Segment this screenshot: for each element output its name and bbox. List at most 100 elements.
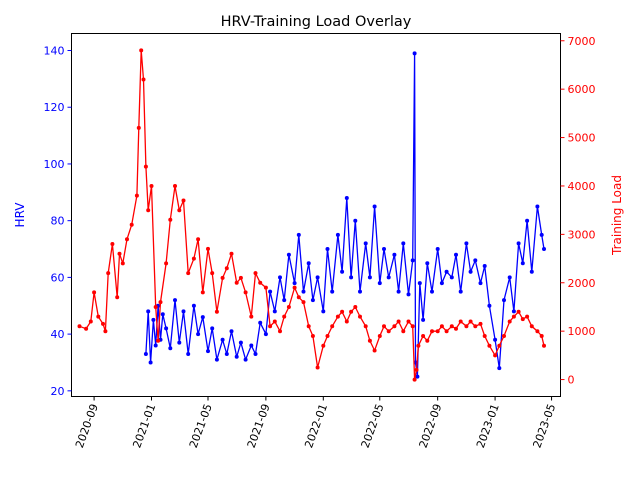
data-point — [340, 309, 345, 314]
y-axis-right: 0 1000 2000 3000 4000 5000 6000 7000 — [560, 35, 596, 387]
data-point — [468, 319, 473, 324]
x-tick-label: 2023-05 — [530, 402, 558, 450]
data-point — [525, 218, 530, 223]
data-point — [282, 298, 287, 303]
data-point — [454, 252, 458, 257]
data-point — [410, 258, 415, 263]
data-point — [539, 232, 544, 237]
data-point — [430, 289, 434, 294]
data-point — [151, 317, 156, 322]
data-point — [382, 324, 386, 329]
data-point — [414, 367, 419, 372]
plot-area — [77, 48, 546, 382]
data-point — [487, 343, 492, 348]
data-point — [296, 295, 301, 300]
x-tick-label: 2021-05 — [187, 402, 215, 450]
y-left-tick-label: 20 — [51, 385, 65, 398]
data-point — [173, 298, 177, 303]
data-point — [449, 275, 454, 280]
data-point — [196, 237, 201, 242]
data-point — [103, 329, 108, 334]
data-point — [92, 290, 97, 295]
y-right-tick-label: 4000 — [568, 180, 596, 193]
data-point — [435, 247, 440, 251]
y-left-tick-label: 60 — [51, 271, 65, 284]
data-point — [258, 320, 263, 325]
chart-title: HRV-Training Load Overlay — [221, 14, 412, 30]
x-tick-label: 2022-09 — [417, 402, 445, 450]
x-tick-label: 2023-01 — [474, 402, 502, 450]
data-point — [143, 164, 148, 169]
data-point — [177, 340, 182, 345]
data-point — [493, 353, 498, 358]
data-point — [444, 269, 449, 274]
data-point — [386, 275, 391, 280]
data-point — [468, 269, 473, 274]
data-point — [473, 258, 478, 263]
data-point — [220, 337, 225, 342]
data-point — [268, 289, 273, 294]
data-point — [234, 354, 239, 359]
data-point — [143, 352, 148, 356]
data-point — [464, 241, 469, 246]
data-point — [263, 332, 268, 337]
data-point — [392, 252, 397, 257]
data-point — [292, 285, 297, 290]
x-axis: 2020-09 2021-01 2021-05 2021-09 2022-01 2022-… — [73, 396, 558, 450]
data-point — [153, 343, 158, 348]
data-point — [516, 241, 521, 246]
data-point — [200, 315, 205, 320]
data-point — [392, 324, 397, 329]
data-point — [458, 289, 463, 294]
data-point — [330, 289, 335, 294]
data-point — [306, 261, 311, 266]
data-point — [129, 222, 134, 227]
data-point — [146, 208, 151, 213]
y-axis-right-label: Training Load — [610, 175, 624, 256]
data-point — [372, 348, 377, 353]
y-right-tick-label: 2000 — [568, 277, 596, 290]
data-point — [206, 349, 210, 354]
data-point — [210, 271, 215, 276]
data-point — [286, 252, 291, 257]
data-point — [310, 334, 315, 338]
data-point — [335, 232, 340, 237]
data-point — [301, 300, 306, 305]
y-right-tick-label: 0 — [568, 374, 575, 387]
data-point — [401, 329, 406, 334]
data-point — [377, 334, 382, 338]
y-left-tick-label: 40 — [51, 328, 65, 341]
data-point — [425, 338, 430, 343]
data-point — [353, 218, 358, 223]
y-axis-left-label: HRV — [13, 202, 27, 228]
data-point — [196, 332, 201, 337]
data-point — [511, 314, 516, 319]
data-point — [340, 269, 345, 274]
data-point — [325, 334, 330, 338]
x-tick-label: 2022-01 — [302, 402, 330, 450]
data-point — [525, 314, 530, 319]
data-point — [148, 360, 153, 365]
data-point — [542, 247, 546, 251]
data-point — [272, 309, 277, 314]
data-point — [243, 357, 248, 362]
data-point — [358, 289, 362, 294]
data-point — [539, 334, 544, 338]
data-point — [238, 340, 243, 345]
data-point — [493, 337, 498, 342]
data-point — [367, 275, 372, 280]
data-point — [502, 334, 506, 338]
data-point — [77, 324, 82, 329]
series-line — [145, 53, 545, 377]
data-point — [310, 298, 315, 303]
data-point — [186, 352, 191, 356]
data-point — [153, 305, 158, 309]
plot-frame — [71, 33, 561, 397]
data-point — [406, 292, 411, 297]
series-hrv — [143, 51, 546, 379]
data-point — [353, 305, 358, 309]
data-point — [125, 237, 129, 242]
data-point — [106, 271, 111, 276]
data-point — [101, 321, 105, 326]
